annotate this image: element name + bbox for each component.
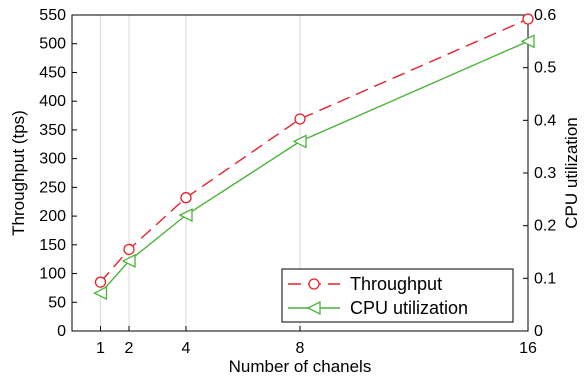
- y-axis-left: 0 50 100 150 200 250 300 350 400 450 500 550: [39, 7, 77, 340]
- data-point: [178, 208, 193, 223]
- data-point: [93, 286, 108, 301]
- x-axis: 1 2 4 8 16: [96, 326, 537, 357]
- y-tick-label: 100: [39, 266, 66, 283]
- series-layer: [93, 13, 535, 301]
- y2-tick-label: 0.5: [534, 60, 556, 77]
- data-point: [294, 113, 306, 125]
- legend-entry-cpu-utilization: CPU utilization: [288, 298, 468, 318]
- data-point: [520, 34, 535, 49]
- y2-tick-label: 0.2: [534, 218, 556, 235]
- series-line: [99, 40, 529, 294]
- legend-marker: [308, 278, 320, 290]
- y-tick-label: 550: [39, 7, 66, 24]
- data-point: [121, 253, 136, 269]
- y-tick-label: 400: [39, 93, 66, 110]
- y2-tick-label: 0.4: [534, 112, 556, 129]
- x-tick-label: 2: [125, 340, 134, 357]
- y2-tick-label: 0.3: [534, 165, 556, 182]
- x-tick-label: 1: [96, 340, 105, 357]
- y-tick-label: 450: [39, 64, 66, 81]
- y-tick-label: 350: [39, 122, 66, 139]
- series-cpu-utilization: [93, 34, 535, 301]
- y-tick-label: 250: [39, 179, 66, 196]
- x-tick-label: 8: [296, 340, 305, 357]
- y2-tick-label: 0: [534, 323, 543, 340]
- y-axis-right: 0 0.1 0.2 0.3 0.4 0.5 0.6: [523, 7, 556, 340]
- legend: Throughput CPU utilization: [281, 268, 514, 323]
- y-tick-label: 300: [39, 151, 66, 168]
- data-point: [123, 243, 135, 256]
- y-tick-label: 200: [39, 208, 66, 225]
- data-point: [180, 192, 192, 204]
- y-tick-label: 500: [39, 36, 66, 53]
- x-tick-label: 16: [519, 340, 537, 357]
- y2-axis-label: CPU utilization: [562, 117, 581, 229]
- series-throughput: [94, 13, 534, 288]
- legend-entry-throughput: Throughput: [288, 274, 442, 294]
- y-tick-label: 50: [48, 294, 66, 311]
- y-axis-label: Throughput (tps): [9, 110, 28, 236]
- data-point: [522, 13, 534, 25]
- y2-tick-label: 0.6: [534, 7, 556, 24]
- data-point: [292, 134, 307, 149]
- legend-label: Throughput: [350, 274, 442, 294]
- x-axis-label: Number of chanels: [229, 357, 372, 376]
- y-tick-label: 150: [39, 237, 66, 254]
- legend-label: CPU utilization: [350, 298, 468, 318]
- legend-marker: [306, 300, 321, 316]
- series-line: [99, 18, 529, 283]
- data-point: [94, 276, 107, 288]
- x-tick-label: 4: [182, 340, 191, 357]
- y2-tick-label: 0.1: [534, 270, 556, 287]
- y-tick-label: 0: [57, 323, 66, 340]
